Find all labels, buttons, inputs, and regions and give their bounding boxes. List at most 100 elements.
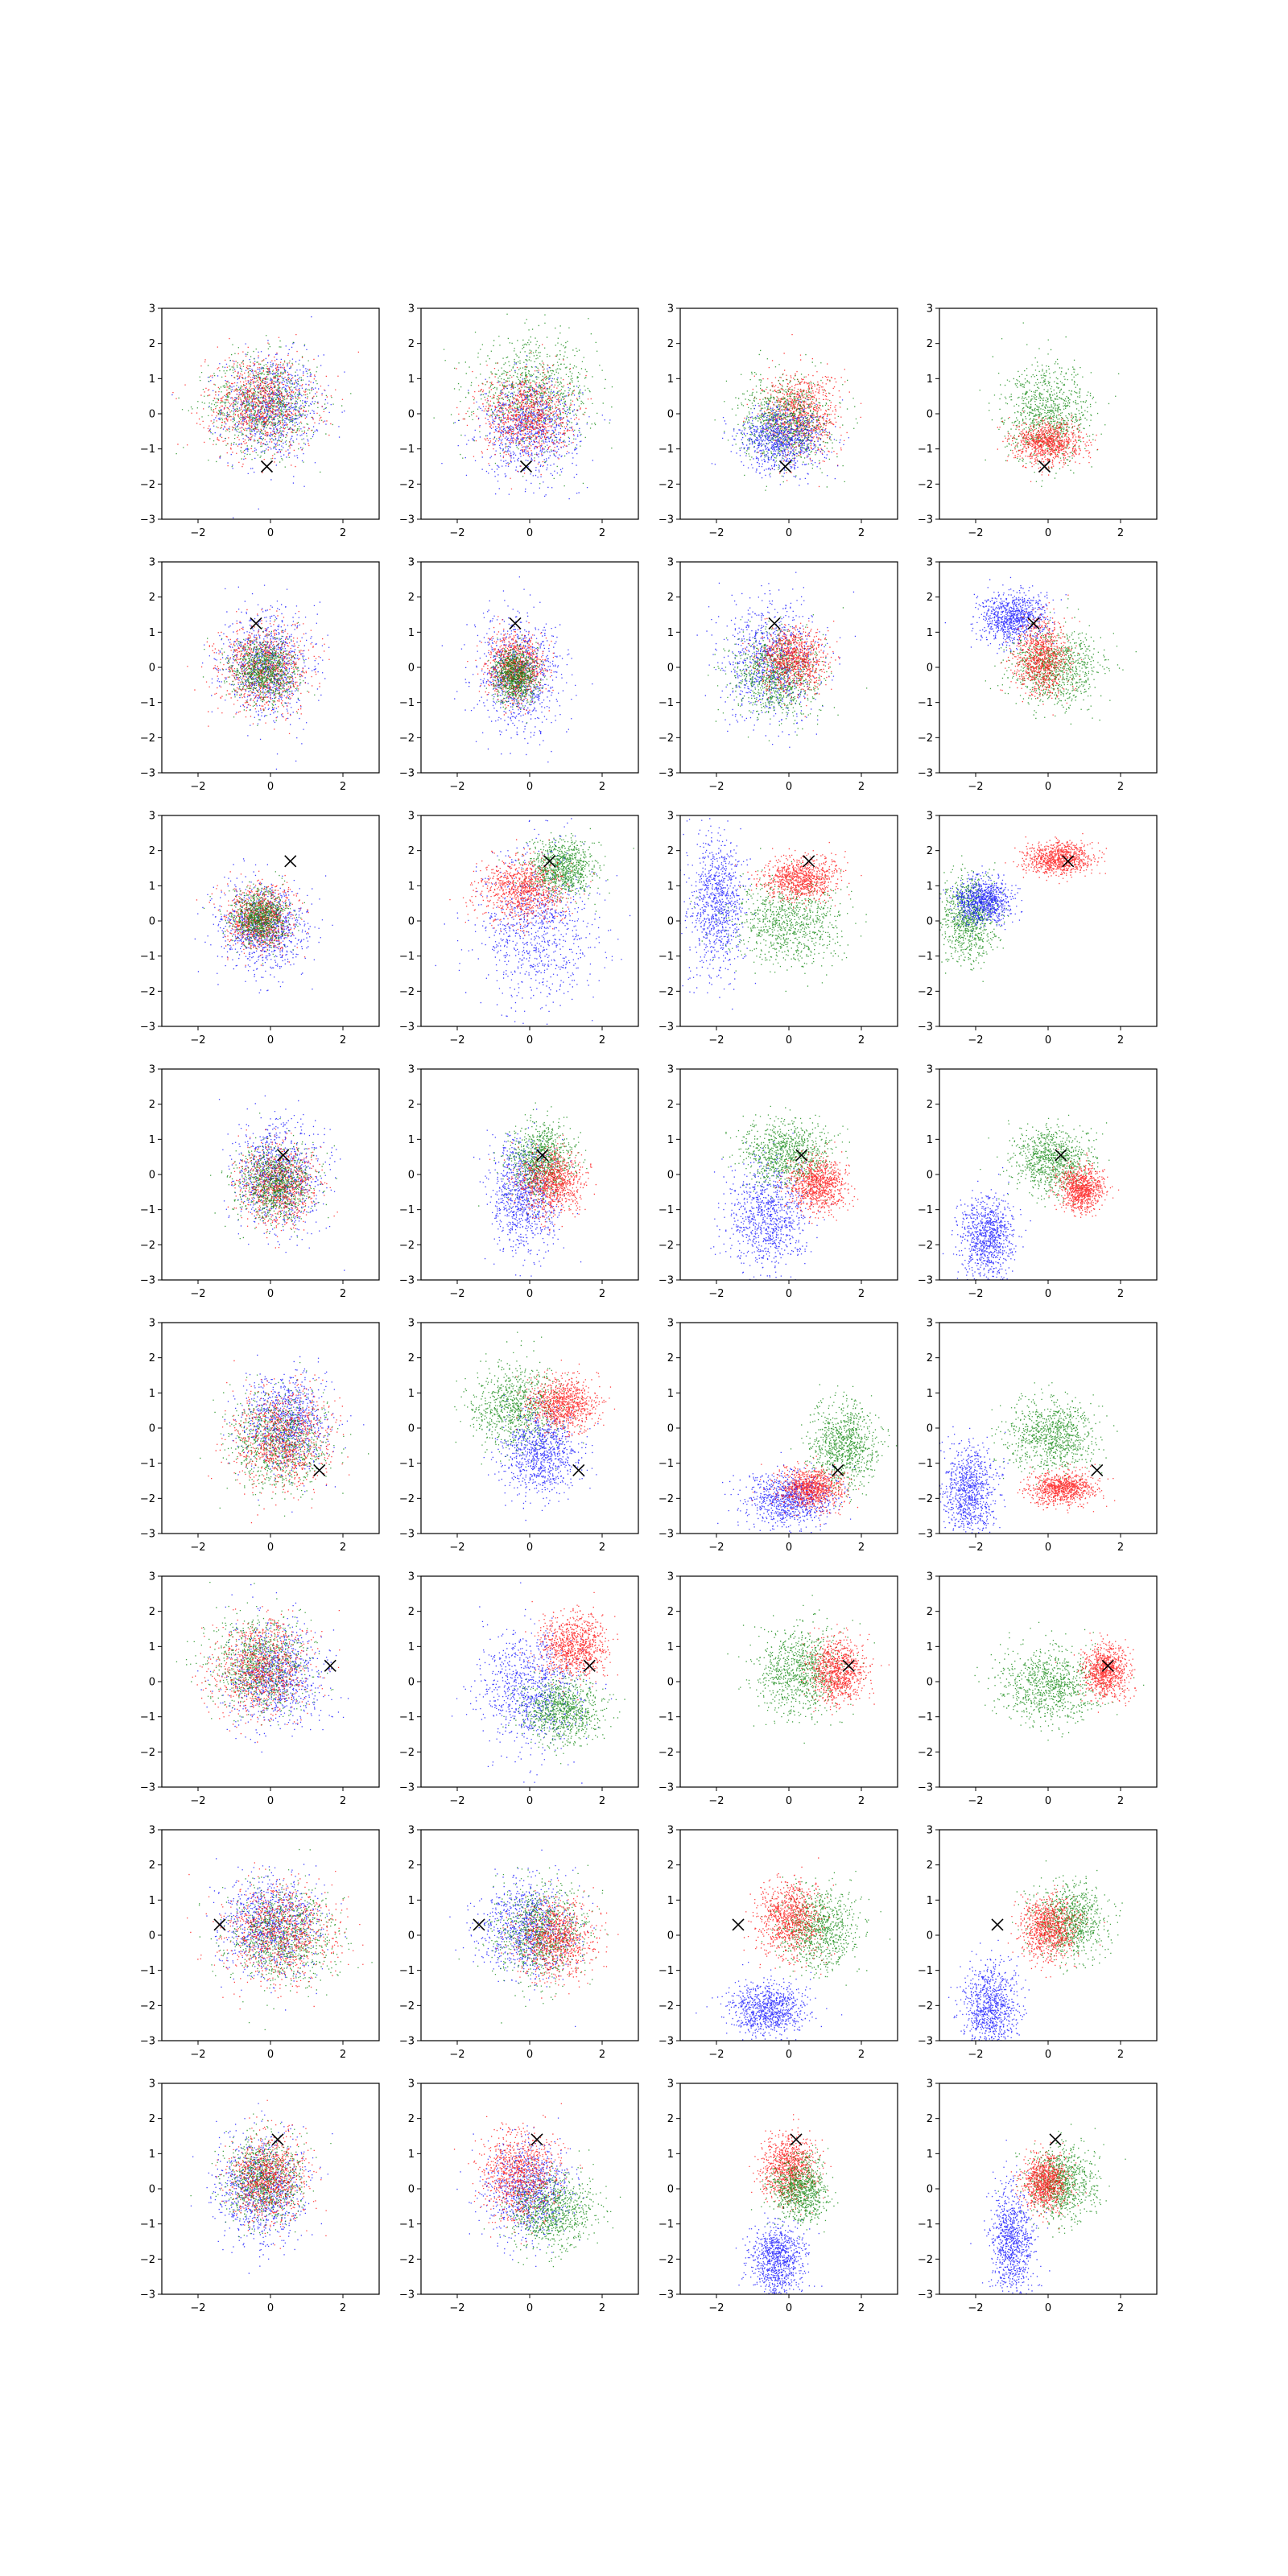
x-tick-label: −2 <box>449 2302 464 2314</box>
y-tick-label: 0 <box>149 916 155 928</box>
point-cloud <box>710 1105 859 1280</box>
y-tick-label: −1 <box>658 1965 674 1977</box>
y-tick-label: 2 <box>408 2113 415 2125</box>
y-tick-label: 0 <box>149 1930 155 1942</box>
target-marker <box>790 2133 803 2146</box>
scatter-points-r <box>1017 1463 1116 1513</box>
x-tick-label: 0 <box>267 1288 274 1300</box>
scatter-points-r <box>453 2103 583 2244</box>
x-tick-label: −2 <box>449 781 464 793</box>
y-tick-label: 0 <box>667 1423 674 1435</box>
y-tick-label: −3 <box>918 1529 933 1541</box>
y-tick-label: 0 <box>927 1930 933 1942</box>
y-tick-label: 2 <box>667 338 674 350</box>
scatter-points-b <box>451 1582 613 1784</box>
subplot-r6-c1: −2 0 2 −3 −2 −1 0 1 2 3 <box>140 1571 380 1807</box>
x-tick-label: −2 <box>968 2302 983 2314</box>
series-b <box>218 1095 345 1271</box>
y-tick-label: 1 <box>927 1641 933 1653</box>
y-tick-label: 1 <box>927 627 933 639</box>
y-tick-label: −2 <box>658 986 674 998</box>
series-r <box>1000 594 1083 716</box>
y-tick-label: −1 <box>918 951 933 963</box>
y-tick-label: −2 <box>918 1493 933 1505</box>
x-tick-label: −2 <box>190 1034 205 1046</box>
x-tick-label: 0 <box>267 2302 274 2314</box>
target-marker <box>1038 460 1051 473</box>
scatter-points-b <box>483 1391 599 1521</box>
y-tick-label: 0 <box>408 1930 415 1942</box>
y-tick-label: −3 <box>658 2289 674 2301</box>
x-tick-label: 2 <box>599 2302 605 2314</box>
y-tick-label: 1 <box>927 1895 933 1907</box>
y-tick-label: −1 <box>140 1458 155 1470</box>
scatter-points-r <box>1000 594 1083 716</box>
y-tick-label: −3 <box>140 768 155 780</box>
y-tick-label: −1 <box>918 697 933 709</box>
y-tick-label: 0 <box>408 916 415 928</box>
y-tick-label: −1 <box>918 1204 933 1216</box>
scatter-points-r <box>456 344 592 489</box>
y-tick-label: 3 <box>667 2079 674 2091</box>
x-tick-label: 0 <box>1045 1795 1051 1807</box>
point-cloud <box>939 832 1107 982</box>
series-r <box>456 344 592 489</box>
point-cloud <box>735 2114 839 2294</box>
x-tick-label: −2 <box>708 2302 724 2314</box>
y-tick-label: −1 <box>399 1204 415 1216</box>
x-tick-label: 2 <box>599 2049 605 2061</box>
x-tick-label: −2 <box>449 1288 464 1300</box>
y-tick-label: −2 <box>399 1240 415 1252</box>
point-cloud <box>187 1848 373 2030</box>
y-tick-label: −1 <box>918 1458 933 1470</box>
series-g <box>198 1848 373 2030</box>
x-tick-label: 2 <box>1117 1542 1124 1554</box>
y-tick-label: −3 <box>140 1022 155 1034</box>
y-tick-label: 0 <box>149 1677 155 1689</box>
x-tick-label: −2 <box>708 2049 724 2061</box>
scatter-points-r <box>1007 1885 1105 1979</box>
y-tick-label: −3 <box>918 768 933 780</box>
scatter-points-b <box>939 1426 1009 1534</box>
series-b <box>483 1391 599 1521</box>
subplot-r3-c4: −2 0 2 −3 −2 −1 0 1 2 3 <box>918 811 1158 1046</box>
target-marker <box>530 2133 543 2146</box>
series-b <box>939 1939 1030 2041</box>
x-tick-label: 2 <box>858 2302 865 2314</box>
y-tick-label: 1 <box>149 627 155 639</box>
y-tick-label: 0 <box>408 409 415 421</box>
subplot-r5-c2: −2 0 2 −3 −2 −1 0 1 2 3 <box>399 1318 639 1554</box>
x-tick-label: −2 <box>968 2049 983 2061</box>
point-cloud <box>187 584 330 770</box>
series-b <box>735 2200 823 2294</box>
x-tick-label: 2 <box>599 1288 605 1300</box>
y-tick-label: 3 <box>667 1064 674 1076</box>
x-tick-label: −2 <box>708 1034 724 1046</box>
y-tick-label: 0 <box>927 2184 933 2196</box>
y-tick-label: 0 <box>927 1423 933 1435</box>
scatter-points-r <box>192 1606 341 1743</box>
x-tick-label: −2 <box>968 1034 983 1046</box>
y-tick-label: −3 <box>658 1275 674 1287</box>
y-tick-label: −1 <box>658 1711 674 1724</box>
series-b <box>473 1108 582 1277</box>
x-tick-label: 0 <box>526 1288 533 1300</box>
series-r <box>734 841 862 909</box>
series-r <box>453 2103 583 2244</box>
point-cloud <box>970 2124 1126 2294</box>
subplot-r4-c1: −2 0 2 −3 −2 −1 0 1 2 3 <box>140 1064 380 1300</box>
point-cloud <box>449 1849 619 2027</box>
scatter-points-g <box>761 1871 891 2005</box>
y-tick-label: −3 <box>140 514 155 526</box>
y-tick-label: 1 <box>408 627 415 639</box>
y-tick-label: 3 <box>149 1318 155 1330</box>
y-tick-label: 2 <box>149 338 155 350</box>
series-b <box>942 1166 1031 1280</box>
x-tick-label: 2 <box>1117 1034 1124 1046</box>
subplot-r1-c4: −2 0 2 −3 −2 −1 0 1 2 3 <box>918 303 1158 539</box>
scatter-points-b <box>939 1939 1030 2041</box>
target-marker <box>732 1918 745 1931</box>
series-g <box>433 313 613 487</box>
series-g <box>210 1113 337 1240</box>
scatter-points-g <box>750 2144 839 2238</box>
